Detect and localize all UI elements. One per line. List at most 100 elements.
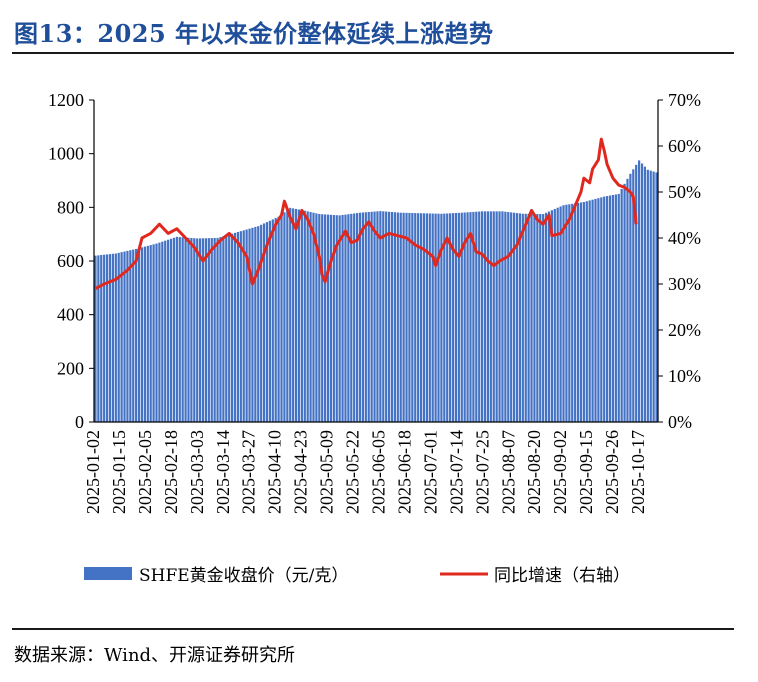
- source-rule: [12, 628, 734, 630]
- price-bar: [518, 213, 522, 422]
- x-tick-label: 2025-07-01: [420, 430, 440, 514]
- price-bar: [300, 210, 303, 422]
- x-tick-label: 2025-09-26: [602, 430, 622, 514]
- price-bar: [611, 194, 615, 422]
- price-bar: [422, 213, 426, 422]
- left-tick-label: 1200: [48, 90, 84, 110]
- price-bar: [646, 169, 649, 422]
- x-tick-label: 2025-08-07: [498, 430, 518, 514]
- left-tick-label: 400: [57, 305, 84, 325]
- x-tick-label: 2025-09-15: [576, 430, 596, 514]
- price-bar: [542, 214, 545, 422]
- price-bar: [257, 226, 260, 422]
- legend-price-label: SHFE黄金收盘价（元/克）: [139, 566, 348, 586]
- price-bar: [472, 211, 475, 422]
- price-bar: [376, 211, 379, 422]
- price-bar: [449, 213, 452, 422]
- x-tick-label: 2025-05-09: [317, 430, 337, 514]
- price-bar: [207, 238, 210, 422]
- price-bar: [230, 233, 234, 422]
- price-bar: [219, 237, 222, 422]
- price-bar: [652, 171, 655, 422]
- price-bar: [463, 212, 466, 422]
- x-tick-label: 2025-06-18: [394, 430, 414, 514]
- legend-price-swatch: [84, 567, 132, 580]
- price-bar: [451, 213, 455, 422]
- price-bar: [533, 213, 536, 422]
- price-bar: [539, 214, 542, 422]
- price-bar: [222, 236, 225, 422]
- price-bar: [512, 212, 516, 422]
- price-bar: [274, 218, 277, 422]
- x-tick-label: 2025-03-14: [213, 430, 233, 514]
- price-bar: [137, 248, 141, 422]
- price-bar: [443, 213, 446, 422]
- price-bar: [478, 211, 481, 422]
- price-bar: [437, 213, 440, 422]
- price-bar: [289, 207, 292, 422]
- price-bar: [94, 255, 97, 422]
- legend-yoy-label: 同比增速（右轴）: [494, 566, 630, 586]
- price-bar: [585, 201, 588, 422]
- price-bar: [460, 212, 463, 422]
- price-bar: [321, 214, 324, 422]
- price-bar: [454, 213, 458, 422]
- price-bar: [361, 212, 365, 422]
- price-bar: [309, 212, 312, 422]
- price-bar: [510, 212, 513, 422]
- price-bar: [411, 213, 414, 422]
- price-bar: [358, 212, 362, 422]
- price-bar: [286, 210, 289, 422]
- price-bar: [350, 213, 353, 422]
- x-tick-label: 2025-03-03: [187, 430, 207, 514]
- price-bar: [457, 212, 460, 422]
- price-bar: [544, 212, 548, 422]
- price-bar: [254, 226, 257, 422]
- price-bar: [161, 241, 164, 422]
- price-bar: [155, 243, 158, 422]
- price-bar: [414, 213, 417, 422]
- price-bar: [105, 254, 109, 422]
- price-bar: [588, 200, 591, 422]
- price-bar: [530, 213, 533, 422]
- price-bar: [146, 245, 149, 422]
- price-bar: [405, 212, 408, 422]
- price-bar: [260, 224, 263, 422]
- right-tick-label: 20%: [668, 320, 701, 340]
- price-bar: [527, 213, 530, 422]
- price-bar: [292, 208, 295, 422]
- price-bar: [332, 215, 335, 422]
- x-tick-label: 2025-02-05: [135, 430, 155, 514]
- price-bar: [132, 249, 135, 422]
- price-bar: [277, 216, 280, 422]
- right-tick-label: 50%: [668, 182, 701, 202]
- price-bar: [373, 211, 376, 422]
- price-bar: [608, 195, 612, 422]
- price-bar: [324, 214, 327, 422]
- price-bar: [199, 238, 202, 422]
- price-bar: [158, 242, 161, 422]
- price-bar: [312, 212, 315, 422]
- price-bar: [164, 240, 167, 422]
- price-bar: [108, 254, 112, 422]
- price-bar: [571, 203, 574, 422]
- price-bar: [408, 212, 411, 422]
- price-bar: [172, 237, 176, 422]
- price-bar: [245, 229, 248, 422]
- left-tick-label: 600: [57, 251, 84, 271]
- price-bar: [114, 253, 117, 422]
- price-bar: [521, 213, 524, 422]
- price-bar: [271, 219, 274, 422]
- price-bar: [562, 205, 565, 422]
- price-bar: [338, 215, 341, 422]
- price-bar: [251, 227, 254, 422]
- price-bar: [483, 211, 487, 422]
- price-bar: [169, 238, 173, 422]
- left-tick-label: 1000: [48, 144, 84, 164]
- right-tick-label: 40%: [668, 228, 701, 248]
- price-bar: [507, 212, 510, 422]
- price-bar: [335, 215, 338, 422]
- price-bar: [428, 213, 431, 422]
- price-bar: [559, 206, 562, 422]
- price-bar: [370, 211, 373, 422]
